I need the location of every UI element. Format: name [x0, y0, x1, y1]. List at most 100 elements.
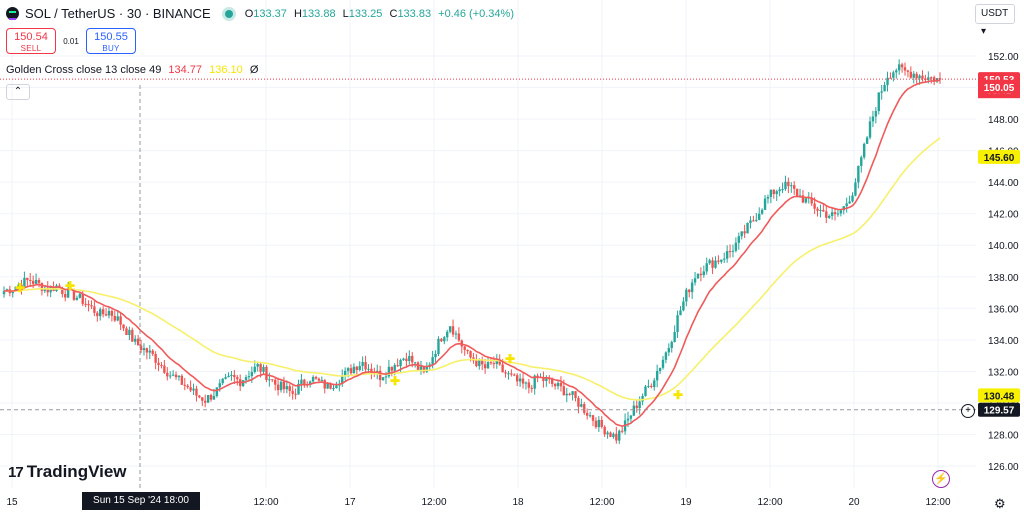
candle-body — [889, 77, 892, 79]
indicator-value-slow: 136.10 — [209, 64, 243, 76]
candle-body — [358, 365, 361, 371]
currency-select[interactable]: USDT ▾ — [975, 4, 1015, 37]
candle-body — [533, 375, 536, 389]
candle-body — [778, 189, 781, 192]
y-tick-label: 142.00 — [988, 210, 1019, 221]
candle-body — [518, 378, 522, 382]
candle-body — [886, 77, 889, 86]
candle-body — [495, 360, 498, 364]
candle-body — [454, 333, 458, 335]
candle-body — [446, 331, 449, 338]
candle-body — [825, 211, 828, 218]
candle-body — [787, 181, 790, 187]
candle-body — [2, 291, 6, 295]
candle-body — [186, 385, 189, 388]
candle-body — [521, 378, 525, 384]
candle-body — [921, 75, 924, 79]
y-tick-label: 126.00 — [988, 462, 1019, 473]
candle-body — [419, 366, 423, 371]
candle-body — [227, 375, 230, 378]
candle-body — [851, 195, 854, 202]
y-tick-label: 152.00 — [988, 52, 1019, 63]
candle-body — [384, 376, 388, 378]
candle-body — [507, 373, 510, 375]
indicator-legend[interactable]: Golden Cross close 13 close 49 134.77 13… — [6, 64, 258, 76]
candle-body — [224, 377, 227, 379]
candle-body — [17, 284, 20, 287]
ohlc-readout: O133.37 H133.88 L133.25 C133.83 +0.46 (+… — [244, 7, 514, 20]
candle-body — [740, 231, 743, 237]
candle-body — [772, 189, 775, 195]
candle-body — [655, 371, 659, 381]
candle-body — [486, 362, 490, 369]
candle-body — [75, 297, 79, 300]
candle-body — [96, 312, 99, 317]
candle-body — [641, 395, 644, 402]
candle-body — [524, 382, 528, 384]
candle-body — [390, 366, 394, 371]
gear-icon[interactable]: ⚙ — [994, 496, 1006, 511]
candle-body — [125, 328, 128, 336]
candle-body — [250, 372, 254, 377]
candle-body — [84, 303, 87, 305]
candle-body — [443, 337, 446, 342]
candle-body — [819, 209, 822, 211]
buy-button[interactable]: 150.55 BUY — [86, 28, 136, 54]
y-tick-label: 128.00 — [988, 430, 1019, 441]
candle-body — [909, 71, 913, 78]
candle-body — [276, 384, 280, 391]
candle-body — [793, 185, 796, 189]
candle-body — [247, 376, 251, 378]
candle-body — [119, 316, 122, 325]
marker-price-label: 130.48 — [984, 391, 1015, 402]
candle-body — [868, 121, 872, 138]
candle-body — [836, 213, 840, 215]
candle-body — [749, 220, 752, 223]
lightning-icon[interactable]: ⚡ — [932, 470, 950, 488]
candle-body — [565, 393, 568, 396]
candle-body — [766, 196, 770, 199]
candle-body — [291, 390, 294, 394]
candle-body — [594, 420, 598, 428]
candle-body — [927, 77, 930, 80]
sell-button[interactable]: 150.54 SELL — [6, 28, 56, 54]
candle-body — [620, 430, 624, 432]
crosshair-time-label: Sun 15 Sep '24 18:00 — [82, 492, 200, 510]
symbol-title[interactable]: SOL / TetherUS · 30 · BINANCE — [25, 6, 211, 21]
candle-body — [349, 368, 353, 374]
candle-body — [145, 348, 149, 353]
crosshair-price-label-bg — [978, 402, 1020, 417]
add-alert-plus-icon[interactable]: + — [961, 404, 975, 418]
candle-body — [206, 394, 210, 403]
candle-body — [790, 185, 793, 187]
candle-body — [591, 415, 595, 421]
x-tick-label: 12:00 — [925, 497, 950, 508]
candle-body — [685, 289, 688, 302]
x-tick-label: 18 — [512, 497, 524, 508]
candle-body — [629, 415, 633, 419]
collapse-legend-button[interactable]: ⌃ — [6, 84, 30, 100]
candle-body — [93, 306, 96, 313]
candle-body — [457, 333, 461, 341]
candle-body — [279, 381, 283, 391]
candle-body — [475, 360, 478, 367]
candle-body — [667, 348, 671, 353]
candle-body — [87, 303, 90, 306]
x-tick-label: 15 — [6, 497, 18, 508]
candle-body — [244, 377, 248, 381]
trade-panel: 150.54 SELL 0.01 150.55 BUY — [6, 28, 136, 54]
candle-body — [469, 351, 472, 358]
candle-body — [128, 329, 131, 336]
candle-body — [355, 366, 359, 371]
candle-body — [40, 282, 44, 291]
candle-body — [784, 181, 787, 190]
candle-body — [647, 385, 650, 387]
candle-body — [860, 157, 863, 166]
buy-price: 150.55 — [94, 31, 128, 43]
candle-body — [492, 363, 496, 365]
candle-body — [329, 383, 332, 389]
candle-body — [725, 251, 729, 259]
y-tick-label: 148.00 — [988, 115, 1019, 126]
candle-body — [932, 77, 936, 82]
